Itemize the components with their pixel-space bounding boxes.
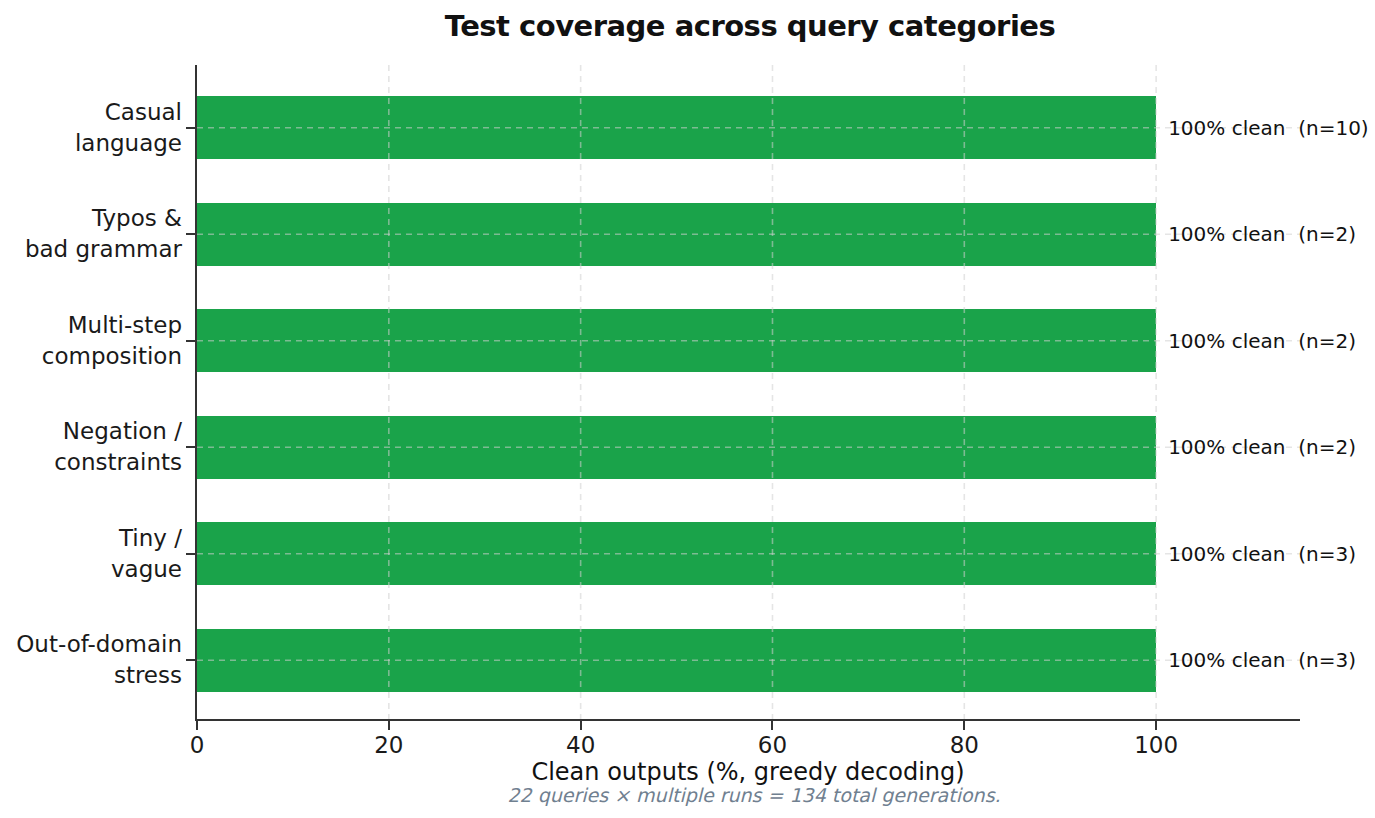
x-tick-label: 40: [566, 732, 595, 758]
bar-4: [197, 522, 1156, 585]
bar-value-label: 100% clean (n=10): [1168, 116, 1369, 140]
x-tick-label: 60: [758, 732, 787, 758]
plot-area: Casual language100% clean (n=10)Typos & …: [197, 65, 1300, 719]
x-tick-mark: [196, 721, 198, 730]
x-tick-mark: [580, 721, 582, 730]
y-tick-mark: [186, 553, 195, 555]
bar-0: [197, 96, 1156, 159]
x-axis-spine: [195, 719, 1300, 721]
x-axis-title: Clean outputs (%, greedy decoding): [531, 758, 964, 786]
y-tick-mark: [186, 659, 195, 661]
bar-chart-figure: Test coverage across query categories Ca…: [0, 0, 1375, 818]
x-tick-mark: [1155, 721, 1157, 730]
x-tick-label: 80: [950, 732, 979, 758]
y-tick-mark: [186, 233, 195, 235]
y-tick-label: Negation / constraints: [54, 416, 182, 478]
x-tick-mark: [388, 721, 390, 730]
x-tick-label: 0: [190, 732, 205, 758]
y-tick-mark: [186, 340, 195, 342]
x-tick-label: 20: [374, 732, 403, 758]
bar-3: [197, 416, 1156, 479]
bar-1: [197, 203, 1156, 266]
x-tick-mark: [771, 721, 773, 730]
bar-value-label: 100% clean (n=2): [1168, 222, 1356, 246]
y-tick-mark: [186, 127, 195, 129]
gridlines: [197, 65, 1300, 719]
y-tick-label: Multi-step composition: [42, 310, 182, 372]
bar-value-label: 100% clean (n=2): [1168, 435, 1356, 459]
bar-2: [197, 309, 1156, 372]
y-tick-label: Tiny / vague: [111, 523, 182, 585]
chart-title: Test coverage across query categories: [445, 9, 1056, 43]
x-tick-mark: [963, 721, 965, 730]
bar-5: [197, 629, 1156, 692]
y-tick-label: Typos & bad grammar: [25, 203, 182, 265]
x-tick-label: 100: [1134, 732, 1178, 758]
y-tick-mark: [186, 446, 195, 448]
chart-footnote: 22 queries × multiple runs = 134 total g…: [507, 784, 1000, 806]
bar-value-label: 100% clean (n=3): [1168, 542, 1356, 566]
y-tick-label: Out-of-domain stress: [16, 629, 182, 691]
bar-value-label: 100% clean (n=3): [1168, 648, 1356, 672]
y-axis-spine: [195, 65, 197, 721]
y-tick-label: Casual language: [75, 97, 182, 159]
bar-value-label: 100% clean (n=2): [1168, 329, 1356, 353]
